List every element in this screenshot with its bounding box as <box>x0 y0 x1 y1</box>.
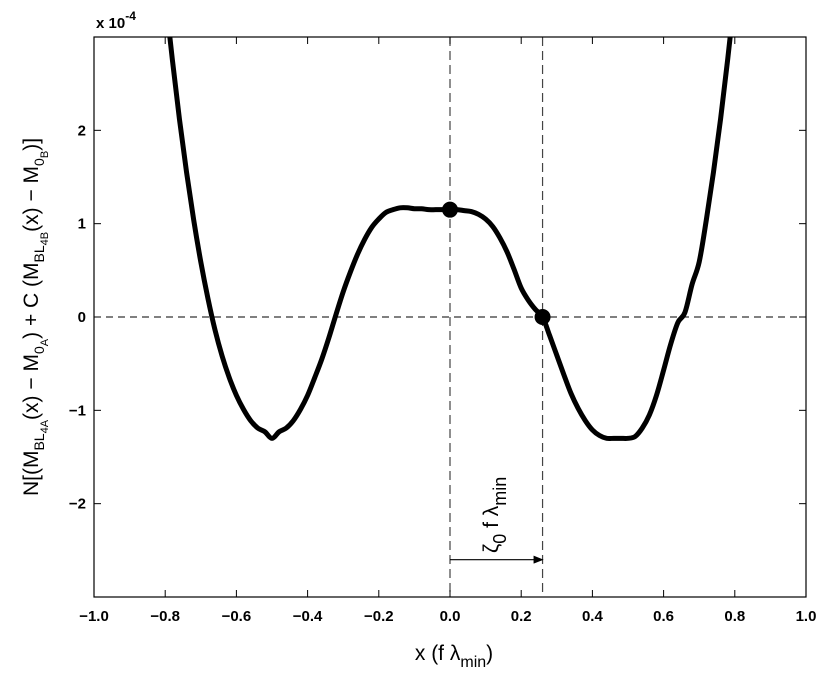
x-tick-label-10: 1.0 <box>796 608 817 625</box>
x-axis-title: x (f λmin) <box>415 642 493 671</box>
zeta-sub: 0 <box>490 534 510 544</box>
y-multiplier: x 10-4 <box>96 9 136 32</box>
x-axis-title-sub: min <box>460 654 486 671</box>
plot-area: −1.0 −0.8 −0.6 −0.4 −0.2 0.0 0.2 0.4 0.6 0.8 1.0 −2… <box>69 36 817 625</box>
zeta-annotation: ζ0 f λmin <box>480 477 510 553</box>
reference-lines <box>94 37 806 597</box>
x-tick-label-3: −0.4 <box>293 608 323 625</box>
y-tick-label-0: −2 <box>69 496 86 513</box>
lambda-sub: min <box>490 477 510 506</box>
x-tick-label-5: 0.0 <box>440 608 461 625</box>
marker-point-0 <box>442 201 458 218</box>
y-tick-label-3: 1 <box>78 216 86 233</box>
marker-point-1 <box>534 309 551 325</box>
y-axis-title: N[(MBL4A(x) − M0A) + C (MBL4B(x) − M0B)] <box>20 138 51 496</box>
x-tick-label-2: −0.6 <box>222 608 252 625</box>
y-multiplier-exponent: -4 <box>125 9 136 23</box>
x-tick-label-6: 0.2 <box>511 608 532 625</box>
y-tick-label-2: 0 <box>78 309 86 326</box>
x-tick-label-1: −0.8 <box>150 608 180 625</box>
x-tick-label-0: −1.0 <box>79 608 109 625</box>
marker-layer <box>442 201 551 325</box>
x-tick-label-4: −0.2 <box>364 608 394 625</box>
x-tick-label-8: 0.6 <box>653 608 674 625</box>
x-tick-label-7: 0.4 <box>582 608 604 625</box>
y-tick-label-4: 2 <box>78 122 86 139</box>
y-tick-label-1: −1 <box>69 402 86 419</box>
ticks-layer: −1.0 −0.8 −0.6 −0.4 −0.2 0.0 0.2 0.4 0.6 0.8 1.0 −2… <box>69 37 817 625</box>
x-tick-label-9: 0.8 <box>724 608 745 625</box>
